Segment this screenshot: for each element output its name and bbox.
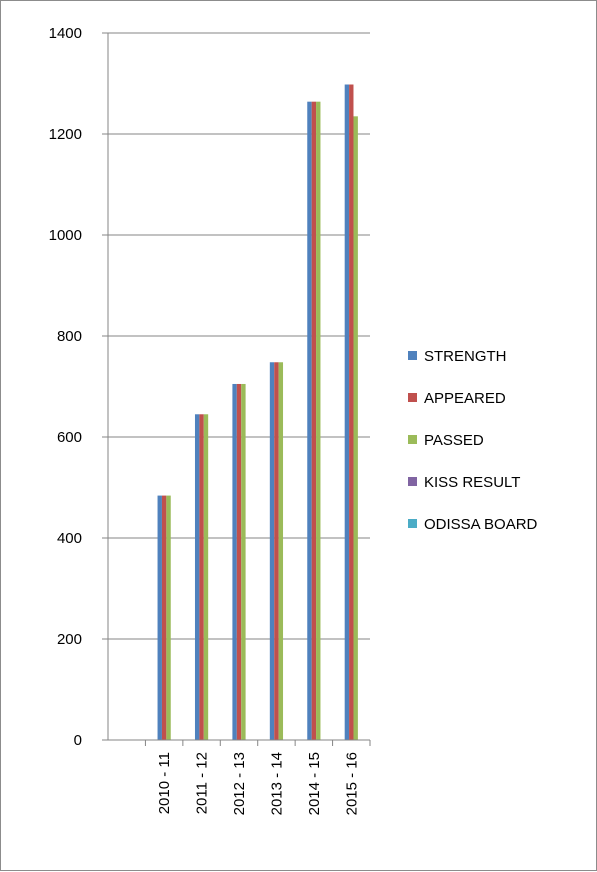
- legend-label-strength: STRENGTH: [424, 348, 507, 365]
- y-tick-label: 200: [57, 631, 82, 648]
- bar-strength-0: [157, 495, 162, 740]
- x-tick-label: 2010 - 11: [156, 752, 173, 814]
- legend-swatch-passed: [408, 435, 417, 444]
- x-tick-label: 2015 - 16: [343, 752, 360, 815]
- bar-appeared-0: [161, 495, 167, 740]
- x-axis-ticks: 2010 - 11 2011 - 12 2012 - 13 2013 - 14 2014…: [144, 740, 371, 815]
- bar-strength-4: [307, 101, 312, 741]
- bar-appeared-2: [236, 383, 242, 740]
- bar-strength-1: [194, 414, 200, 740]
- bars: [157, 84, 358, 741]
- y-tick-label: 1000: [49, 227, 82, 244]
- x-tick-label: 2011 - 12: [194, 752, 211, 814]
- legend-label-kiss-result: KISS RESULT: [424, 474, 520, 491]
- legend-swatch-strength: [408, 351, 417, 360]
- bar-appeared-3: [274, 362, 279, 740]
- y-tick-label: 1400: [49, 25, 82, 42]
- legend-label-odissa-board: ODISSA BOARD: [424, 516, 538, 533]
- x-tick-label: 2014 - 15: [306, 752, 323, 815]
- bar-passed-0: [166, 495, 171, 740]
- bar-passed-4: [316, 101, 321, 741]
- legend-swatch-odissa-board: [408, 519, 417, 528]
- legend-swatch-appeared: [408, 393, 417, 402]
- axes: [107, 33, 370, 741]
- y-tick-label: 400: [57, 530, 82, 547]
- bar-appeared-4: [311, 101, 317, 741]
- y-tick-label: 0: [74, 732, 82, 749]
- bar-appeared-5: [349, 84, 354, 740]
- bar-passed-2: [241, 383, 246, 740]
- bar-strength-5: [344, 84, 350, 740]
- y-tick-label: 800: [57, 328, 82, 345]
- legend-swatch-kiss-result: [408, 477, 417, 486]
- bar-strength-3: [269, 362, 275, 740]
- x-tick-label: 2012 - 13: [231, 752, 248, 815]
- legend: STRENGTH APPEARED PASSED KISS RESULT ODISSA …: [408, 348, 538, 533]
- bar-strength-2: [232, 383, 237, 740]
- bar-passed-3: [278, 362, 284, 740]
- y-tick-label: 1200: [49, 126, 82, 143]
- legend-label-appeared: APPEARED: [424, 390, 506, 407]
- y-tick-label: 600: [57, 429, 82, 446]
- bar-passed-1: [203, 414, 209, 740]
- x-tick-label: 2013 - 14: [268, 752, 285, 815]
- bar-passed-5: [353, 116, 358, 740]
- bar-appeared-1: [199, 414, 204, 740]
- y-axis-ticks: 0 200 400 600 800 1000 1200 1400: [49, 25, 108, 749]
- legend-label-passed: PASSED: [424, 432, 484, 449]
